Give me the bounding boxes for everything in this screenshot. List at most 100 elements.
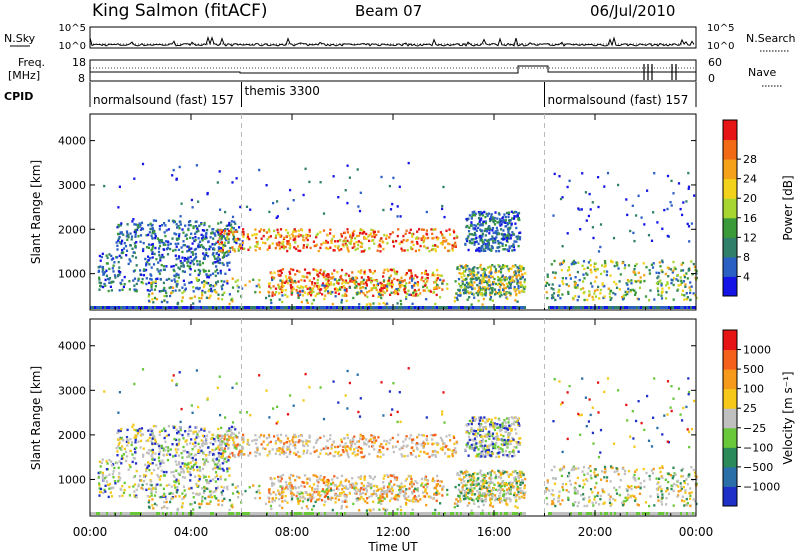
power-cell bbox=[380, 306, 382, 309]
power-cell bbox=[333, 278, 336, 281]
power-cell bbox=[616, 264, 619, 267]
power-cell bbox=[503, 248, 506, 251]
power-cell bbox=[614, 306, 616, 309]
velocity-cell bbox=[344, 479, 347, 483]
power-cell bbox=[399, 286, 402, 289]
power-cell bbox=[679, 207, 682, 211]
power-cell bbox=[186, 250, 189, 253]
velocity-cell bbox=[325, 445, 328, 448]
power-cell bbox=[481, 239, 484, 242]
power-cell bbox=[498, 278, 501, 281]
velocity-cell bbox=[287, 445, 290, 448]
velocity-cell bbox=[258, 435, 261, 439]
velocity-cell bbox=[387, 475, 390, 478]
velocity-cell bbox=[177, 482, 180, 485]
velocity-cell bbox=[296, 497, 299, 501]
power-cell bbox=[214, 234, 217, 237]
velocity-cell bbox=[230, 429, 233, 432]
power-cell bbox=[120, 241, 123, 244]
velocity-cell bbox=[375, 494, 378, 497]
power-cell bbox=[635, 214, 638, 217]
power-cell bbox=[215, 251, 219, 255]
power-cell bbox=[668, 306, 670, 309]
power-cell bbox=[512, 245, 515, 249]
power-cell bbox=[283, 281, 287, 284]
velocity-cell bbox=[416, 436, 419, 439]
power-cell bbox=[503, 287, 506, 290]
power-cell bbox=[606, 306, 608, 309]
power-cell bbox=[394, 306, 396, 309]
power-cell bbox=[477, 276, 480, 280]
power-cell bbox=[573, 261, 576, 264]
power-cell bbox=[682, 201, 685, 204]
power-cell bbox=[650, 263, 653, 266]
power-cell bbox=[206, 228, 209, 232]
velocity-cell bbox=[424, 487, 427, 491]
velocity-cell bbox=[368, 452, 371, 456]
power-cell bbox=[350, 239, 353, 243]
power-cell bbox=[232, 235, 236, 239]
power-cell bbox=[455, 296, 458, 300]
power-cell bbox=[499, 271, 503, 274]
power-cell bbox=[501, 217, 504, 220]
power-cell bbox=[195, 164, 198, 167]
power-cell bbox=[264, 306, 266, 309]
velocity-cell bbox=[434, 433, 437, 437]
power-cell bbox=[306, 271, 309, 275]
power-cell bbox=[189, 224, 192, 227]
power-cell bbox=[402, 234, 405, 238]
power-cell bbox=[392, 240, 395, 243]
power-cell bbox=[477, 286, 480, 289]
power-cell bbox=[178, 165, 181, 169]
power-cell bbox=[346, 228, 349, 231]
power-cell bbox=[417, 294, 420, 297]
velocity-cell bbox=[341, 500, 344, 503]
velocity-cell bbox=[284, 499, 287, 502]
velocity-cell bbox=[382, 477, 385, 480]
power-cell bbox=[242, 306, 244, 309]
power-cell bbox=[326, 278, 330, 281]
velocity-cell bbox=[205, 454, 208, 457]
velocity-cell bbox=[151, 462, 154, 465]
velocity-cell bbox=[278, 447, 281, 450]
power-cell bbox=[292, 268, 295, 272]
velocity-cell bbox=[164, 429, 167, 433]
power-cell bbox=[155, 258, 158, 261]
velocity-cell bbox=[385, 440, 388, 443]
power-cell bbox=[190, 251, 193, 254]
power-cell bbox=[519, 285, 523, 288]
power-cell bbox=[116, 256, 119, 259]
power-cell bbox=[375, 283, 378, 286]
power-cell bbox=[194, 252, 197, 256]
velocity-cell bbox=[296, 491, 299, 494]
power-cell bbox=[220, 230, 223, 234]
power-cell bbox=[504, 236, 507, 239]
power-cell bbox=[658, 261, 661, 264]
velocity-cell bbox=[410, 477, 413, 481]
velocity-cell bbox=[211, 433, 214, 437]
power-cell bbox=[508, 276, 511, 279]
velocity-cell bbox=[394, 498, 397, 501]
velocity-cell bbox=[251, 439, 254, 443]
power-cell bbox=[273, 271, 276, 274]
power-cell bbox=[376, 306, 378, 309]
power-cell bbox=[186, 261, 189, 264]
power-cell bbox=[298, 233, 301, 236]
velocity-cell bbox=[225, 444, 228, 447]
power-cell bbox=[218, 229, 221, 232]
velocity-cell bbox=[111, 472, 114, 476]
velocity-cell bbox=[154, 425, 158, 428]
power-cell bbox=[338, 306, 340, 309]
power-cell bbox=[639, 276, 642, 279]
velocity-cell bbox=[427, 442, 430, 445]
power-cell bbox=[656, 276, 659, 280]
velocity-cell bbox=[398, 448, 401, 451]
power-cell bbox=[161, 253, 164, 257]
power-cell bbox=[498, 213, 501, 216]
power-cell bbox=[281, 242, 284, 246]
nave-label: Nave bbox=[748, 66, 776, 79]
power-cell bbox=[609, 274, 612, 277]
velocity-cell bbox=[332, 440, 335, 443]
power-cell bbox=[104, 278, 107, 282]
power-cell bbox=[476, 249, 479, 252]
